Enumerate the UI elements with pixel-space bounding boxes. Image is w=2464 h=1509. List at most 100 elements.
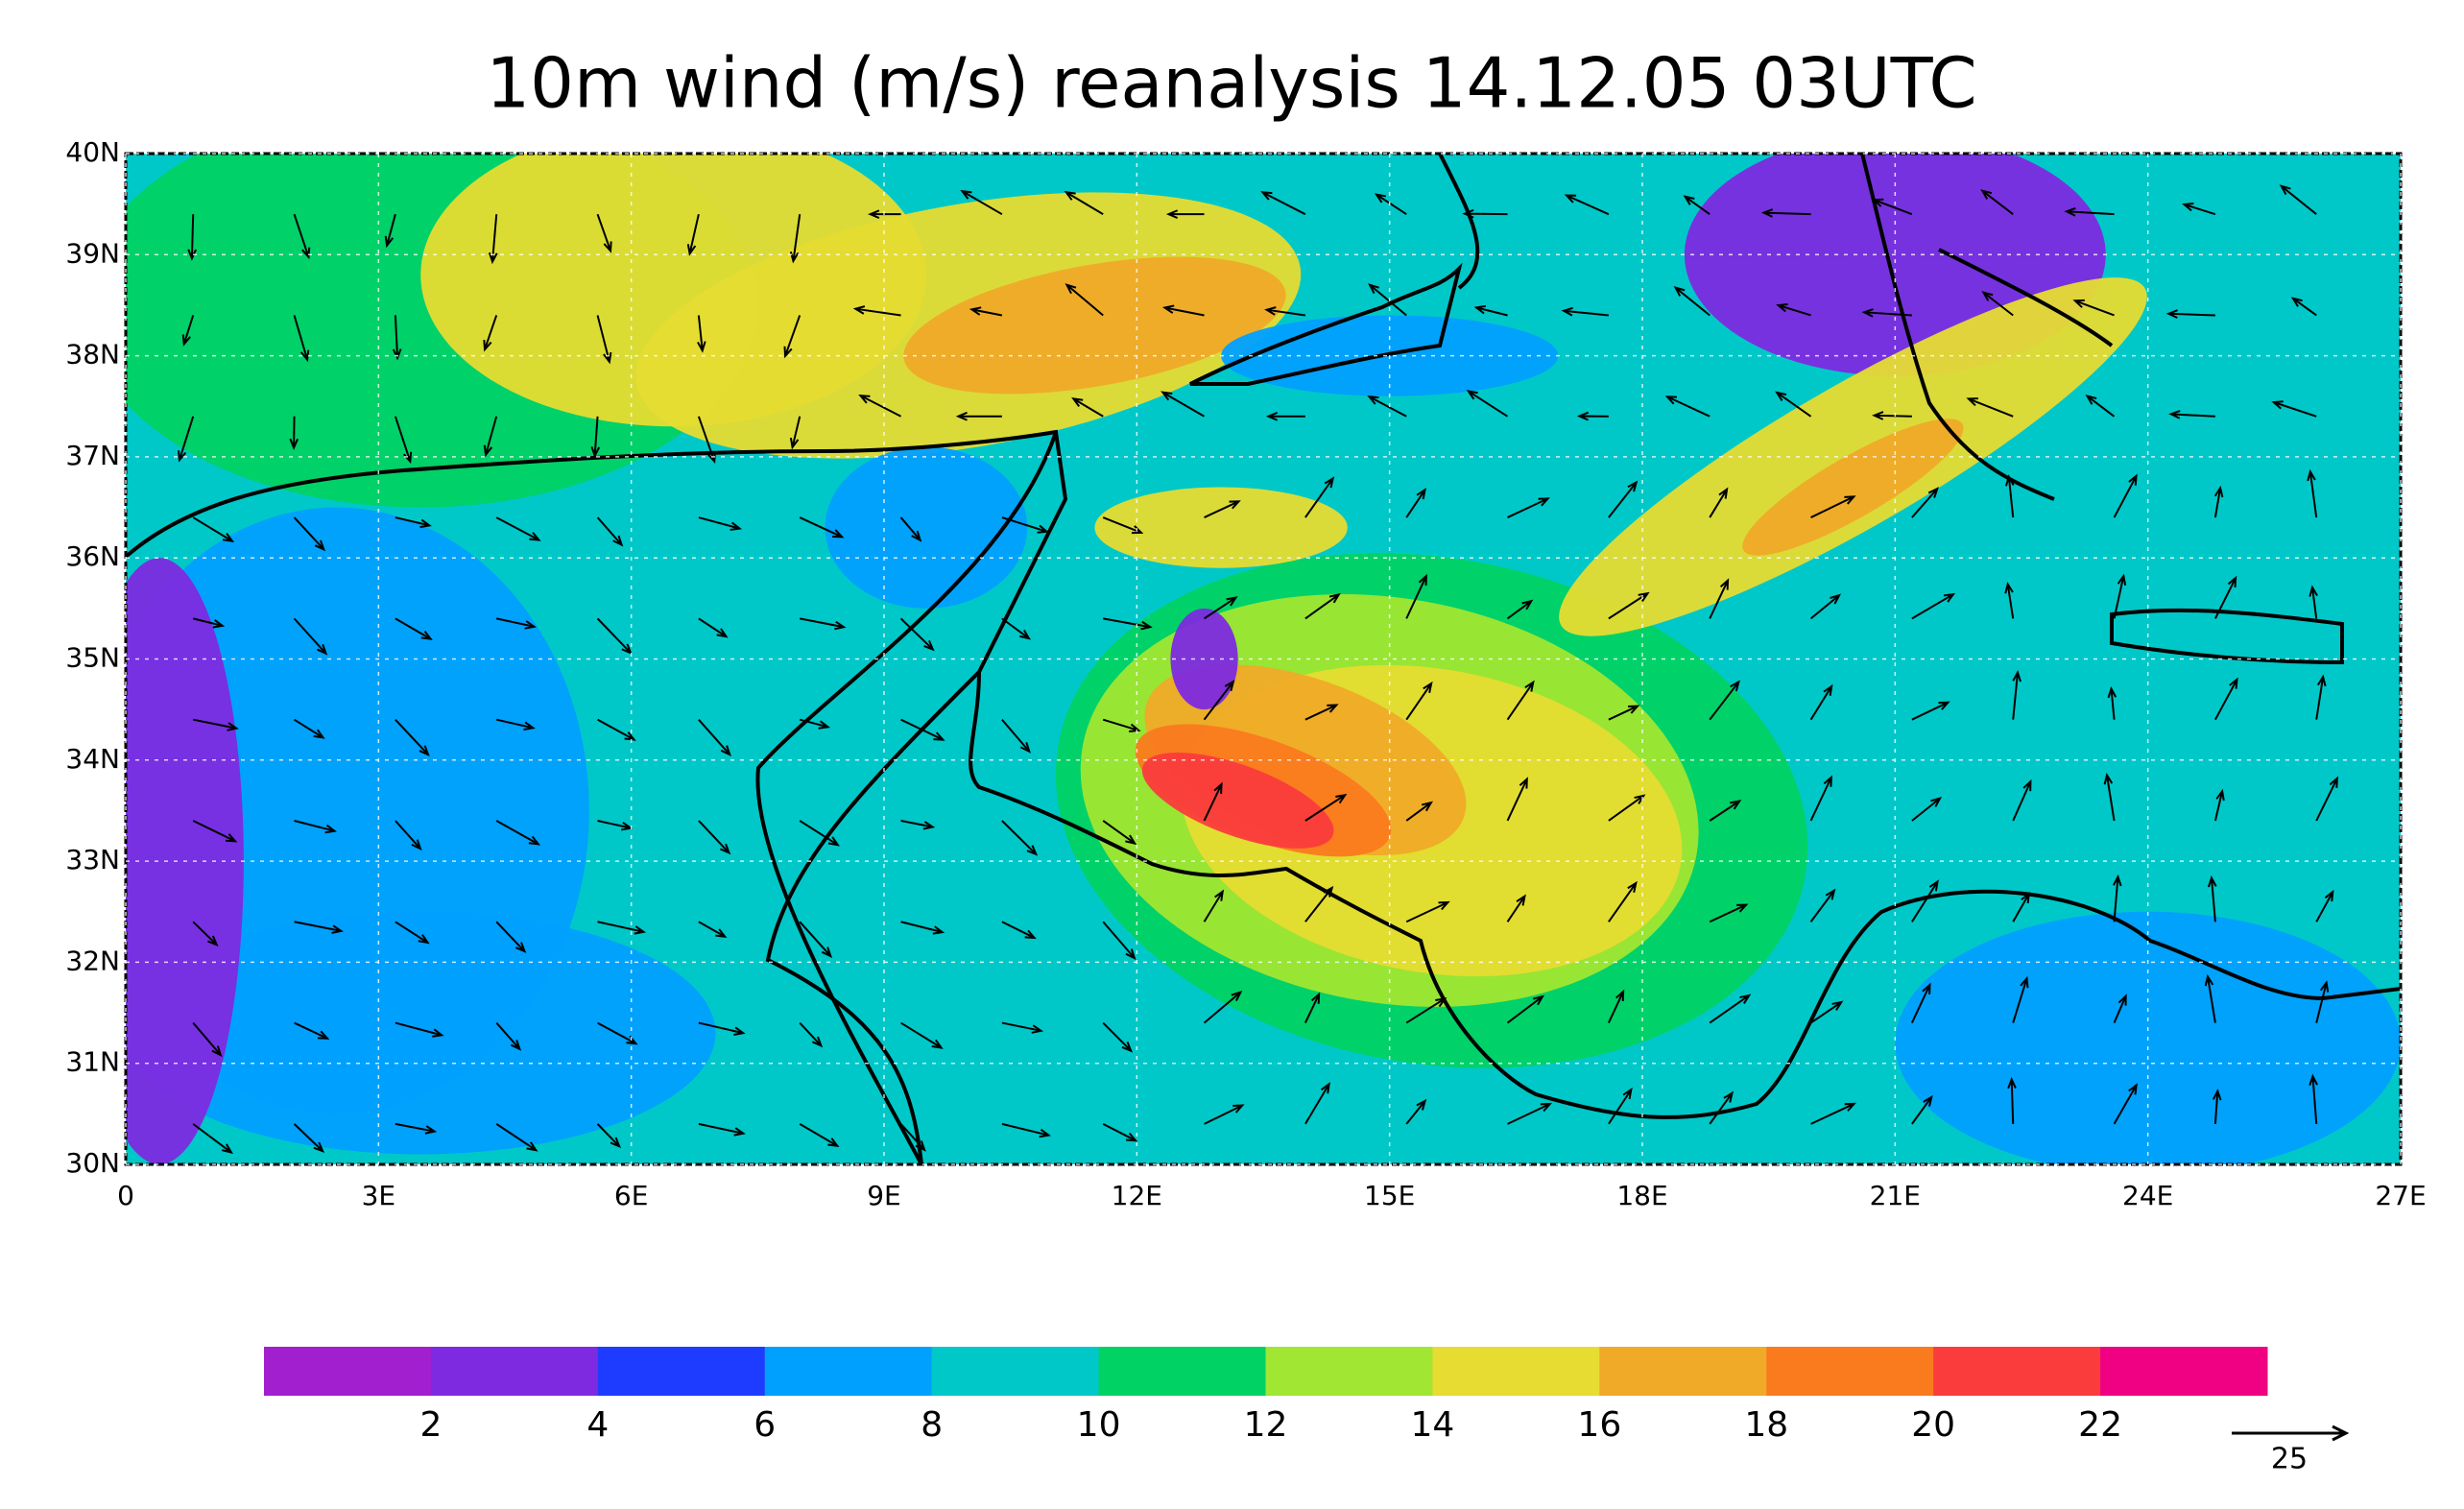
lon-tick-label: 12E [1112,1180,1162,1211]
wind-arrow [2207,874,2217,922]
wind-arrow [1506,777,1528,822]
wind-arrow [2309,585,2318,619]
lon-tick-label: 27E [2375,1180,2426,1211]
wind-arrow [2012,778,2032,822]
wind-arrow [1304,592,1341,620]
coastlines [126,154,2401,1164]
wind-arrow [1861,308,1912,318]
wind-arrow [1304,885,1334,922]
lat-tick-label: 35N [65,642,120,674]
wind-arrow [2212,1088,2222,1124]
wind-arrow [395,718,430,756]
wind-arrow [193,718,239,731]
colorbar-label: 16 [1577,1405,1621,1445]
wind-arrow [899,516,922,542]
wind-arrow [1001,516,1050,534]
wind-arrow [2165,309,2215,319]
wind-arrow [1001,617,1032,640]
wind-arrow [294,820,338,834]
wind-arrow [1161,304,1205,317]
wind-arrow [1405,996,1447,1024]
wind-arrow [2113,573,2127,619]
wind-arrow [495,1123,538,1152]
wind-arrow [2279,184,2317,215]
wind-arrow [1260,191,1306,216]
wind-arrow [1405,488,1426,518]
wind-arrow [900,718,945,741]
wind-arrow [1103,617,1153,631]
title: 10m wind (m/s) reanalysis 14.12.05 03UTC [486,43,1976,124]
wind-arrow [384,213,396,249]
wind-arrow [1374,193,1407,216]
wind-arrow [2315,776,2339,822]
colorbar-box [931,1347,1100,1396]
wind-arrow [969,306,1003,317]
wind-arrow [2112,874,2122,922]
wind-arrow [1001,921,1037,940]
wind-arrow [293,213,311,260]
wind-arrow [192,820,238,843]
wind-arrow [1872,411,1912,420]
wind-arrow [192,516,235,543]
colorbar-box [597,1347,766,1396]
wind-arrow [192,1123,233,1155]
lon-tick-label: 0 [117,1180,134,1211]
wind-arrow [495,820,541,846]
wind-arrow [1204,596,1238,620]
wind-arrow [1203,679,1235,721]
wind-arrow [1001,820,1039,856]
field-contour [1094,487,1348,568]
wind-arrow [2004,581,2015,619]
wind-arrow [2012,975,2029,1023]
colorbar-box [1933,1347,2101,1396]
colorbar-label: 4 [586,1405,609,1445]
colorbar-box [1432,1347,1600,1396]
wind-arrow [1709,903,1749,923]
wind-arrow [1810,495,1856,518]
reference-label: 25 [2271,1443,2308,1476]
wind-arrow [799,516,845,539]
wind-arrow [1071,397,1104,418]
wind-arrow [496,617,537,630]
colorbar-label: 12 [1244,1405,1288,1445]
wind-arrow [1160,391,1206,418]
wind-arrow [192,921,219,946]
wind-arrow [2213,788,2225,822]
wind-arrow [1203,991,1243,1024]
wind-arrow [293,1123,325,1154]
wind-arrow [192,1021,223,1058]
wind-arrow [1608,480,1639,518]
wind-arrow [1911,879,1939,922]
wind-arrow [2290,297,2317,317]
wind-arrow [1911,487,1939,518]
wind-arrow [698,921,728,939]
wind-arrow [2309,1073,2318,1124]
wind-arrow [181,315,195,347]
wind-arrow [2107,685,2117,720]
wind-arrow [1506,894,1526,922]
wind-arrow [1760,208,1811,218]
wind-arrow [1064,190,1104,216]
wind-arrow [596,516,624,547]
wind-arrow [2315,674,2327,720]
wind-arrow [698,820,731,855]
wind-arrow [1506,599,1534,620]
wind-arrow [1264,306,1306,317]
lon-tick-label: 18E [1616,1180,1667,1211]
wind-arrow [1664,395,1710,418]
lat-tick-label: 33N [65,844,120,875]
wind-arrow [1204,1104,1245,1125]
wind-arrow [495,1021,522,1051]
wind-arrow [1203,889,1225,922]
wind-arrow [2113,994,2127,1023]
wind-arrow [1709,680,1740,721]
wind-arrow [395,1021,444,1038]
colorbar-box [264,1347,432,1396]
wind-arrow [1608,1087,1633,1125]
field-contour [1141,752,1334,849]
wind-arrow [1506,994,1545,1024]
wind-arrow [1102,1122,1138,1142]
wind-arrow [395,1122,438,1135]
wind-vectors [178,184,2339,1155]
